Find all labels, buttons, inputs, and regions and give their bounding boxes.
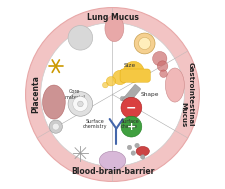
FancyBboxPatch shape bbox=[121, 97, 130, 101]
Circle shape bbox=[140, 155, 145, 159]
Circle shape bbox=[26, 8, 199, 181]
Ellipse shape bbox=[105, 15, 124, 42]
Circle shape bbox=[102, 82, 108, 88]
Text: Blood-brain-barrier: Blood-brain-barrier bbox=[71, 167, 154, 176]
Text: Gastrointestinal
Mucus: Gastrointestinal Mucus bbox=[181, 62, 194, 127]
Circle shape bbox=[121, 97, 142, 118]
Ellipse shape bbox=[165, 68, 184, 102]
Text: Core
material: Core material bbox=[64, 89, 85, 100]
Circle shape bbox=[52, 123, 59, 130]
Text: Shape: Shape bbox=[141, 92, 160, 97]
Circle shape bbox=[134, 33, 155, 54]
Text: Size: Size bbox=[123, 63, 136, 67]
Ellipse shape bbox=[99, 151, 126, 170]
Circle shape bbox=[153, 51, 167, 66]
Circle shape bbox=[68, 92, 93, 116]
Text: Surface
charge: Surface charge bbox=[120, 119, 139, 129]
Ellipse shape bbox=[136, 146, 149, 156]
Circle shape bbox=[135, 143, 139, 148]
Circle shape bbox=[127, 145, 132, 150]
Text: Surface
chemistry: Surface chemistry bbox=[83, 119, 108, 129]
Text: Lung Mucus: Lung Mucus bbox=[87, 13, 138, 22]
Circle shape bbox=[157, 61, 168, 71]
Circle shape bbox=[41, 23, 184, 166]
Circle shape bbox=[106, 77, 116, 86]
Text: Placenta: Placenta bbox=[31, 76, 40, 113]
Circle shape bbox=[49, 120, 62, 133]
Circle shape bbox=[139, 37, 151, 50]
Text: −: − bbox=[126, 101, 137, 114]
Circle shape bbox=[131, 151, 135, 155]
Circle shape bbox=[73, 96, 88, 112]
Text: +: + bbox=[127, 122, 136, 132]
Circle shape bbox=[78, 101, 83, 107]
FancyBboxPatch shape bbox=[120, 69, 150, 82]
Circle shape bbox=[121, 116, 142, 137]
Circle shape bbox=[160, 70, 167, 77]
FancyBboxPatch shape bbox=[122, 84, 141, 105]
Circle shape bbox=[123, 61, 144, 82]
Circle shape bbox=[113, 70, 127, 85]
Circle shape bbox=[68, 26, 93, 50]
Ellipse shape bbox=[43, 85, 65, 119]
